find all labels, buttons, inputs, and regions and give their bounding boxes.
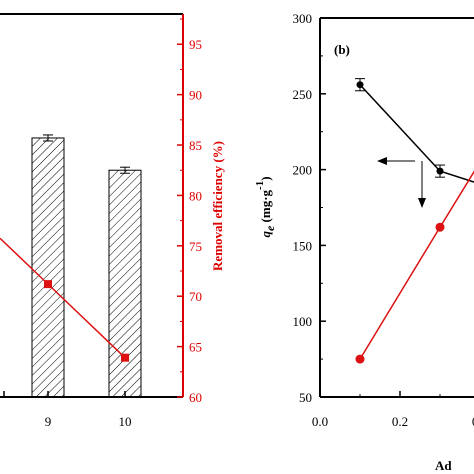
panel-b-point [436, 167, 444, 175]
panel-a: 60 65 70 75 80 85 90 95 9 10 Removal efficiency … [0, 13, 225, 429]
panel-a-point [44, 280, 52, 289]
panel-a-ytick-label: 85 [189, 138, 202, 153]
panel-a-point [121, 353, 129, 362]
panel-b-xlabel: Ad [435, 458, 452, 473]
panel-b-xtick-label: 0.4 [472, 414, 474, 429]
panel-b-point [355, 354, 365, 364]
panel-b-ytick-label: 50 [299, 390, 312, 405]
panel-a-ytick-label: 65 [189, 340, 202, 355]
panel-b-ytick-label: 250 [293, 87, 313, 102]
panel-b-point [356, 81, 364, 89]
panel-a-bar [108, 169, 142, 398]
axis-arrows [377, 157, 426, 208]
left-arrow-head [377, 157, 387, 165]
panel-b-ytick-label: 200 [293, 163, 313, 178]
panel-a-xtick-label: 9 [45, 414, 52, 429]
panel-a-ytick-label: 95 [189, 37, 202, 52]
down-arrow-head [418, 198, 426, 208]
panel-b-series-line [359, 170, 474, 360]
panel-b-ylabel: qe (mg·g-1) [254, 176, 277, 237]
panel-b-label: (b) [334, 42, 350, 57]
panel-b-ytick-label: 100 [293, 314, 313, 329]
panel-a-ytick-label: 75 [189, 239, 202, 254]
panel-a-bar [31, 137, 65, 398]
panel-a-ylabel: Removal efficiency (%) [210, 141, 225, 271]
panel-b-ytick-label: 150 [293, 238, 313, 253]
panel-b-xtick-label: 0.2 [392, 414, 408, 429]
panel-b: (b) 50 100 150 200 250 300 0.0 0.2 0.4 qe (mg·g… [254, 11, 474, 473]
panel-b-ytick-label: 300 [293, 11, 313, 26]
panel-b-xtick-label: 0.0 [312, 414, 328, 429]
panel-a-ytick-label: 90 [189, 88, 202, 103]
panel-a-ytick-label: 80 [189, 188, 202, 203]
panel-a-xtick-label: 10 [119, 414, 132, 429]
panel-b-point [435, 222, 445, 232]
panel-b-series-line [359, 84, 474, 183]
panel-a-ytick-label: 60 [189, 390, 202, 405]
panel-a-ytick-label: 70 [189, 289, 202, 304]
